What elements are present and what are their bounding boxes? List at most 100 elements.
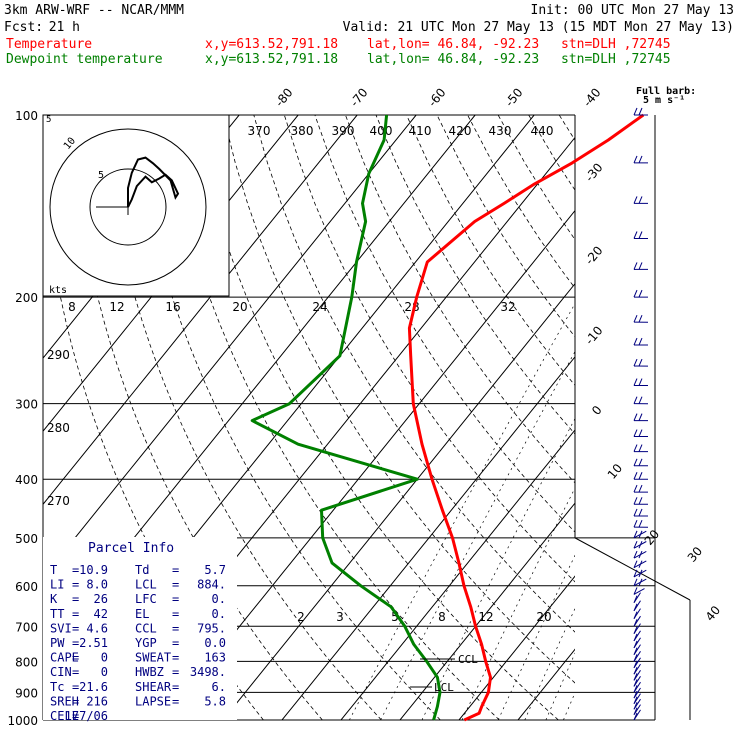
parcel-cell: = (72, 694, 79, 708)
parcel-cell: = (172, 636, 179, 650)
wind-barb-flag (638, 378, 643, 386)
parcel-cell: = (72, 563, 79, 577)
isotherm-label: -70 (347, 85, 370, 109)
parcel-cell: = (72, 607, 79, 621)
wind-barb-flag (638, 472, 643, 480)
wind-barb-flag (638, 530, 643, 539)
isotherm-label: -20 (582, 243, 605, 267)
theta-label: 370 (248, 124, 271, 138)
wind-barb-flag (633, 314, 638, 323)
parcel-cell: = (172, 563, 179, 577)
isotherm-line (517, 648, 575, 720)
dry-adiabat-line (253, 115, 575, 633)
dry-adiabat-line (161, 115, 500, 720)
dry-adiabat-line (100, 115, 382, 720)
parcel-cell: 0 (101, 651, 108, 665)
wind-barb-flag (638, 540, 643, 549)
parcel-cell: 216 (86, 694, 108, 708)
hodograph-units: kts (49, 285, 67, 296)
parcel-cell: = (72, 680, 79, 694)
parcel-cell: 21.6 (79, 680, 108, 694)
parcel-cell: = (72, 592, 79, 606)
parcel-cell: LFC (135, 592, 157, 606)
theta-label: 380 (291, 124, 314, 138)
wind-barb-flag (638, 358, 643, 367)
mixing-ratio-label: 12 (109, 300, 124, 314)
parcel-cell: 0. (212, 607, 226, 621)
xy-readout-temp: x,y=613.52,791.18 (205, 37, 338, 52)
parcel-cell: TT (50, 607, 64, 621)
wind-key-title: Full barb: (636, 86, 696, 97)
wind-barb-flag (633, 484, 638, 493)
theta-label: 440 (531, 124, 554, 138)
parcel-cell: = (72, 665, 79, 679)
isotherm-line (399, 502, 575, 720)
wind-barb-flag (633, 654, 638, 662)
wind-barb-flag (633, 587, 638, 595)
dry-adiabat-line (283, 115, 575, 583)
background-grid (43, 115, 740, 720)
pressure-tick-600: 600 (15, 580, 38, 594)
wind-barb-flag (633, 550, 638, 559)
wind-barb-flag (633, 611, 638, 619)
parcel-cell: = (172, 651, 179, 665)
wind-barb-flag (638, 413, 643, 421)
parcel-cell: SWEAT (135, 651, 171, 665)
parcel-cell: LCL (135, 578, 157, 592)
wind-barb-flag (633, 660, 638, 669)
pressure-tick-200: 200 (15, 291, 38, 305)
mixing-ratio-label: 8 (68, 300, 76, 314)
latlon-readout-temp: lat,lon= 46.84, -92.23 (367, 37, 539, 52)
mixing-ratio-label-lower: 3 (336, 610, 344, 624)
wind-barb-flag (633, 107, 638, 116)
parcel-cell: = (172, 621, 179, 635)
mixing-ratio-line (497, 554, 575, 720)
parcel-cell: SREH (50, 694, 79, 708)
wind-barb-flag (633, 231, 638, 239)
mixing-ratio-label: 32 (500, 300, 515, 314)
xy-readout-dew: x,y=613.52,791.18 (205, 52, 338, 67)
wind-barb-flag (633, 530, 638, 539)
wind-barb-flag (638, 107, 643, 116)
mixing-ratio-label-lower: 20 (536, 610, 551, 624)
isotherm-label: 10 (605, 461, 626, 482)
parcel-cell: = (172, 694, 179, 708)
dry-adiabat-label: 290 (47, 348, 70, 362)
isotherm-label: -40 (580, 85, 603, 109)
pressure-tick-300: 300 (15, 398, 38, 412)
wind-barb-flag (638, 560, 643, 568)
wind-barb-flag (633, 603, 638, 612)
parcel-cell: = (172, 578, 179, 592)
parcel-cell: = (72, 621, 79, 635)
level-annotations: CCL LCL (410, 653, 478, 694)
mixing-ratio-line (421, 417, 575, 720)
parcel-cell: YGP (135, 636, 157, 650)
wind-barb-flag (633, 497, 638, 505)
wind-barb-flag (633, 578, 638, 586)
isotherm-line (43, 115, 240, 359)
lcl-label: LCL (434, 681, 454, 694)
dewpoint-legend: Dewpoint temperature (6, 52, 163, 67)
parcel-cell: 6. (212, 680, 226, 694)
parcel-cell: 2.51 (79, 636, 108, 650)
temperature-legend: Temperature (6, 37, 92, 52)
dry-adiabat-line (651, 115, 740, 720)
isotherm-line (458, 575, 575, 720)
wind-barb-flag (638, 262, 643, 270)
wind-barb-staff (633, 588, 645, 595)
dry-adiabat-line (620, 115, 740, 720)
pressure-tick-100: 100 (15, 109, 38, 123)
hodograph-corner-label: 5 (46, 115, 51, 125)
wind-barb-flag (633, 696, 638, 704)
wind-barb-flag (633, 540, 638, 549)
mixing-ratio-label: 16 (165, 300, 180, 314)
wind-barb-flag (633, 690, 638, 699)
parcel-cell: = (172, 680, 179, 694)
latlon-readout-dew: lat,lon= 46.84, -92.23 (367, 52, 539, 67)
parcel-cell: SVI (50, 621, 72, 635)
parcel-cell: EL (135, 607, 149, 621)
isotherm-label: 40 (703, 603, 724, 624)
isotherm-label: -80 (272, 85, 295, 109)
wind-barb-flag (633, 673, 638, 681)
